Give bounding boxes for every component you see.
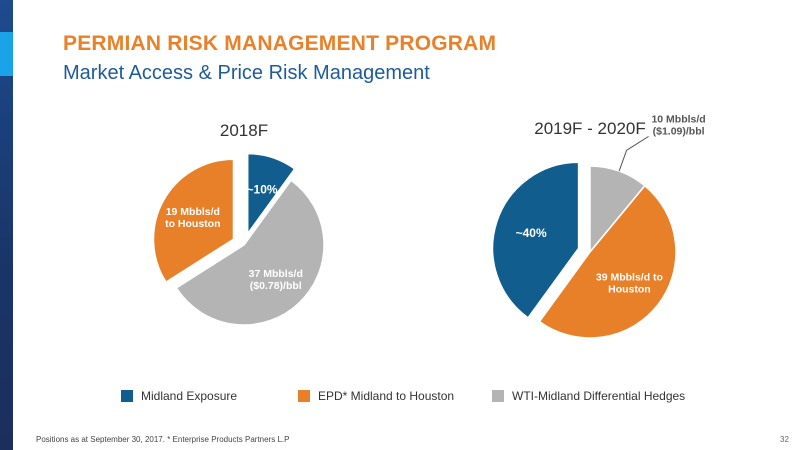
slide-subtitle: Market Access & Price Risk Management [63, 62, 430, 84]
pie-chart-2018F: 2018F ~10% 37 Mbbls/d ($0.78)/bbl 19 Mbbls/d… [152, 121, 325, 326]
slice-label: 39 Mbbls/d to Houston [596, 272, 663, 296]
slide-title: PERMIAN RISK MANAGEMENT PROGRAM [63, 32, 497, 55]
footer-note: Positions as at September 30, 2017. * En… [36, 435, 290, 444]
label-leader-line [618, 135, 649, 172]
slice-label: ~40% [516, 226, 547, 240]
legend-swatch-blue [121, 390, 133, 402]
chart-title: 2019F - 2020F [534, 119, 646, 138]
pie-slice [246, 152, 296, 236]
pie-slice [152, 158, 235, 284]
pie-slice [491, 161, 580, 319]
legend-label: EPD* Midland to Houston [318, 389, 455, 403]
slice-label: 19 Mbbls/d to Houston [165, 206, 220, 230]
legend-swatch-gray [492, 390, 504, 402]
legend-item-wti-hedges: WTI-Midland Differential Hedges [492, 389, 685, 403]
legend-swatch-orange [298, 390, 310, 402]
legend-item-epd-midland-houston: EPD* Midland to Houston [298, 389, 454, 403]
legend-label: Midland Exposure [141, 389, 238, 403]
legend-item-midland-exposure: Midland Exposure [121, 389, 237, 403]
page-number: 32 [780, 435, 789, 444]
pie-slice [175, 179, 325, 326]
slice-label: 37 Mbbls/d ($0.78)/bbl [249, 268, 303, 292]
chart-legend: Midland Exposure EPD* Midland to Houston… [0, 389, 800, 407]
sidebar-band [0, 0, 13, 450]
sidebar-accent [0, 32, 13, 76]
chart-title: 2018F [220, 121, 268, 140]
slice-label: ~10% [247, 182, 278, 196]
pie-slice [538, 184, 677, 339]
slice-label: 10 Mbbls/d ($1.09)/bbl [651, 113, 705, 137]
pie-chart-2019F-2020F: 2019F - 2020F 10 Mbbls/d ($1.09)/bbl 39 Mbb… [491, 113, 706, 339]
legend-label: WTI-Midland Differential Hedges [512, 389, 686, 403]
